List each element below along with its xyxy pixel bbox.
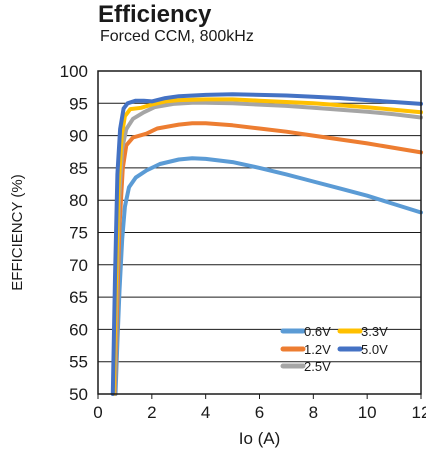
x-tick-label: 8	[309, 403, 318, 422]
legend: 0.6V 3.3V 1.2V 5.0V 2.5V	[280, 324, 388, 374]
y-tick-label: 60	[69, 320, 88, 339]
legend-label: 5.0V	[361, 342, 388, 357]
series-line-5-0V	[110, 92, 423, 396]
data-series	[110, 92, 423, 396]
y-tick-label: 90	[69, 127, 88, 146]
y-tick-label: 55	[69, 353, 88, 372]
y-tick-label: 65	[69, 288, 88, 307]
x-axis-ticks: 0 2 4 6 8 10 12	[93, 394, 426, 422]
x-tick-label: 2	[147, 403, 156, 422]
y-tick-label: 100	[60, 62, 88, 81]
x-tick-label: 4	[201, 403, 210, 422]
x-tick-label: 10	[358, 403, 377, 422]
y-axis-label: EFFICIENCY (%)	[9, 174, 26, 290]
y-tick-label: 75	[69, 224, 88, 243]
y-tick-label: 50	[69, 385, 88, 404]
legend-label: 1.2V	[304, 342, 331, 357]
chart-subtitle: Forced CCM, 800kHz	[100, 28, 254, 45]
legend-label: 3.3V	[361, 324, 388, 339]
y-axis-ticks: 50 55 60 65 70 75 80 85 90 95 100	[60, 62, 88, 404]
x-tick-label: 6	[255, 403, 264, 422]
legend-label: 2.5V	[304, 359, 331, 374]
x-tick-label: 0	[93, 403, 102, 422]
chart-title: Efficiency	[98, 1, 212, 28]
series-line-0-6V	[113, 156, 423, 396]
legend-label: 0.6V	[304, 324, 331, 339]
y-tick-label: 80	[69, 191, 88, 210]
x-axis-label: Io (A)	[239, 429, 281, 448]
x-tick-label: 12	[412, 403, 426, 422]
y-tick-label: 95	[69, 94, 88, 113]
y-tick-label: 85	[69, 159, 88, 178]
y-tick-label: 70	[69, 256, 88, 275]
